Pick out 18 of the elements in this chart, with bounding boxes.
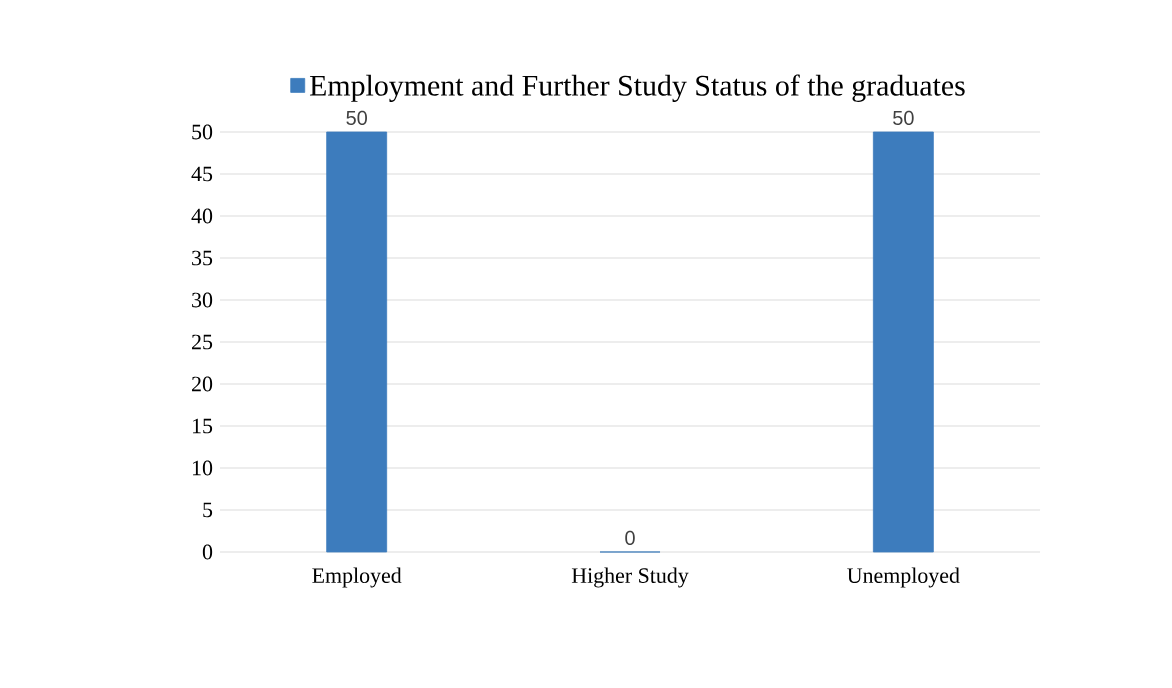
y-tick-label: 20 xyxy=(192,376,213,392)
data-label: 50 xyxy=(893,110,914,125)
data-label: 50 xyxy=(346,110,367,125)
x-tick-label: Unemployed xyxy=(847,567,960,588)
y-tick-label: 15 xyxy=(192,418,213,434)
y-tick-label: 0 xyxy=(202,544,213,560)
y-tick-label: 40 xyxy=(191,208,213,224)
y-tick-label: 45 xyxy=(191,166,213,182)
y-tick-label: 10 xyxy=(192,460,213,476)
y-tick-label: 50 xyxy=(192,124,213,140)
y-tick-label: 5 xyxy=(203,502,213,518)
x-tick-label: Employed xyxy=(312,567,402,588)
data-label: 0 xyxy=(625,530,635,545)
legend-label: Employment and Further Study Status of the graduates xyxy=(309,74,965,102)
x-tick-label: Higher Study xyxy=(571,567,689,588)
y-tick-label: 25 xyxy=(192,334,213,350)
y-tick-label: 35 xyxy=(192,250,213,266)
y-tick-label: 30 xyxy=(192,292,213,308)
